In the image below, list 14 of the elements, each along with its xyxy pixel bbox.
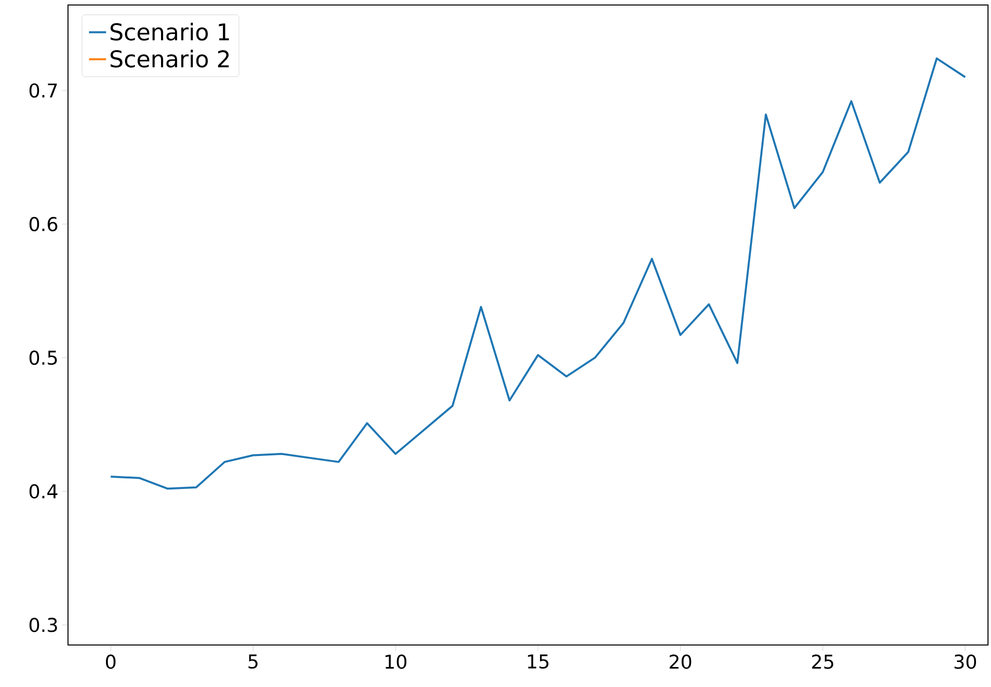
- x-tick-label: 25: [812, 654, 834, 669]
- x-tick-label: 30: [954, 654, 976, 669]
- x-tick-label: 10: [386, 654, 406, 669]
- y-tick-label: 0.4: [30, 484, 58, 499]
- y-tick-label: 0.7: [30, 83, 57, 98]
- legend-label: Scenario 2: [110, 50, 229, 68]
- legend-label: Scenario 1: [110, 22, 229, 41]
- x-tick-label: 0: [106, 654, 116, 669]
- x-tick-label: 20: [670, 654, 692, 669]
- y-tick-label: 0.5: [30, 350, 57, 365]
- y-tick-label: 0.3: [30, 618, 57, 632]
- y-tick-label: 0.6: [30, 216, 58, 232]
- x-tick-label: 15: [528, 654, 548, 669]
- x-tick-label: 5: [248, 654, 258, 669]
